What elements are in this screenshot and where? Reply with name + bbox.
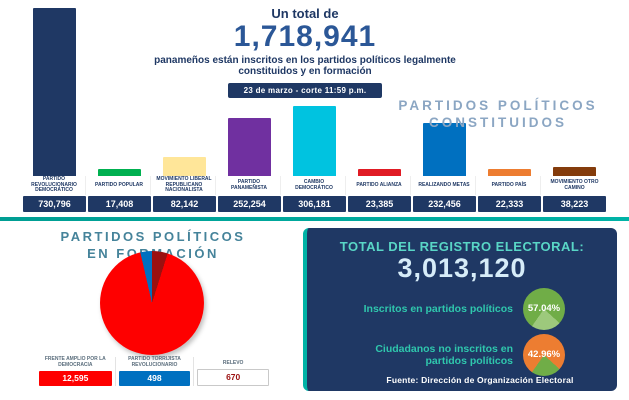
bar-label-8: MOVIMIENTO OTRO CAMINO xyxy=(550,178,599,191)
bar-labels-row: PARTIDO REVOLUCIONARIO DEMOCRÁTICO PARTID… xyxy=(23,176,606,195)
bar-0 xyxy=(33,8,76,176)
bar-value-5: 23,385 xyxy=(348,196,411,212)
legend-item-2: RELEVO 670 xyxy=(193,357,272,386)
bar-col-1 xyxy=(88,8,151,176)
bar-value-3: 252,254 xyxy=(218,196,281,212)
subtitle-text: panameños están inscritos en los partido… xyxy=(154,54,456,78)
legend-value-0: 12,595 xyxy=(39,370,112,386)
bar-label-6: REALIZANDO METAS xyxy=(413,176,476,195)
bar-col-5 xyxy=(348,8,411,176)
bar-values-row: 730,796 17,408 82,142 252,254 306,181 23,385 2… xyxy=(23,196,606,212)
registry-total: 3,013,120 xyxy=(397,253,527,283)
legend-label-1: PARTIDO TORRIJISTA REVOLUCIONARIO xyxy=(128,356,181,368)
pct-value: 42.96% xyxy=(527,349,561,361)
total-number: 1,718,941 xyxy=(233,20,377,53)
bar-7 xyxy=(488,169,531,176)
bar-label-2: MOVIMIENTO LIBERAL REPUBLICANO NACIONALI… xyxy=(153,176,216,195)
registry-row-no-inscritos: Ciudadanos no inscritos en partidos polí… xyxy=(307,333,617,376)
registry-row-label: Inscritos en partidos políticos xyxy=(363,302,513,315)
date-badge: 23 de marzo - corte 11:59 p.m. xyxy=(227,82,383,98)
bar-col-7 xyxy=(478,8,541,176)
bar-value-8: 38,223 xyxy=(543,196,606,212)
bar-label-4: CAMBIO DEMOCRÁTICO xyxy=(283,176,346,195)
intro-text: Un total de xyxy=(271,6,339,21)
constituted-title-line1: PARTIDOS POLÍTICOS xyxy=(398,98,598,113)
bar-value-1: 17,408 xyxy=(88,196,151,212)
pct-value: 57.04% xyxy=(527,303,561,315)
pct-circle-orange: 42.96% xyxy=(523,333,565,376)
pct-circle-green: 57.04% xyxy=(523,287,565,330)
bar-label-1: PARTIDO POPULAR xyxy=(88,176,151,195)
legend-value-2: 670 xyxy=(197,368,269,386)
legend-value-1: 498 xyxy=(118,370,191,386)
constituted-title-line2: CONSTITUIDOS xyxy=(428,114,567,130)
bar-value-4: 306,181 xyxy=(283,196,346,212)
source-text: Fuente: Dirección de Organización Electo… xyxy=(386,375,574,385)
bar-chart xyxy=(23,8,606,176)
constituted-title: PARTIDOS POLÍTICOS CONSTITUIDOS xyxy=(378,98,618,132)
bar-1 xyxy=(98,169,141,176)
bar-8 xyxy=(553,167,596,176)
bar-label-5: PARTIDO ALIANZA xyxy=(348,176,411,195)
bar-label-0: PARTIDO REVOLUCIONARIO DEMOCRÁTICO xyxy=(23,176,86,195)
bar-6 xyxy=(423,123,466,176)
pie-legend: FRENTE AMPLIO POR LA DEMOCRACIA 12,595 PAR… xyxy=(36,356,272,386)
formation-title-line1: PARTIDOS POLÍTICOS xyxy=(60,229,246,244)
registry-title: TOTAL DEL REGISTRO ELECTORAL: xyxy=(339,239,585,254)
bar-col-6 xyxy=(413,8,476,176)
bar-value-7: 22,333 xyxy=(478,196,541,212)
bar-col-4 xyxy=(283,8,346,176)
bar-2 xyxy=(163,157,206,176)
pie-chart xyxy=(100,251,204,355)
teal-divider xyxy=(0,217,629,221)
header-block: Un total de 1,718,941 panameños están in… xyxy=(135,6,475,98)
bar-col-2 xyxy=(153,8,216,176)
registry-row-inscritos: Inscritos en partidos políticos 57.04% xyxy=(307,287,617,330)
bar-5 xyxy=(358,169,401,176)
legend-item-0: FRENTE AMPLIO POR LA DEMOCRACIA 12,595 xyxy=(36,356,115,386)
bar-4 xyxy=(293,106,336,176)
bar-value-0: 730,796 xyxy=(23,196,86,212)
bar-col-3 xyxy=(218,8,281,176)
legend-label-2: RELEVO xyxy=(222,359,244,366)
bar-value-2: 82,142 xyxy=(153,196,216,212)
legend-label-0: FRENTE AMPLIO POR LA DEMOCRACIA xyxy=(44,356,106,368)
bar-3 xyxy=(228,118,271,176)
registry-row-label: Ciudadanos no inscritos en partidos polí… xyxy=(375,342,513,367)
bar-col-8 xyxy=(543,8,606,176)
bar-label-3: PARTIDO PANAMEÑISTA xyxy=(218,176,281,195)
legend-item-1: PARTIDO TORRIJISTA REVOLUCIONARIO 498 xyxy=(114,356,194,386)
registry-panel: TOTAL DEL REGISTRO ELECTORAL: 3,013,120 … xyxy=(303,228,617,391)
bar-col-0 xyxy=(23,8,86,176)
bar-value-6: 232,456 xyxy=(413,196,476,212)
bar-label-7: PARTIDO PAÍS xyxy=(478,176,541,195)
